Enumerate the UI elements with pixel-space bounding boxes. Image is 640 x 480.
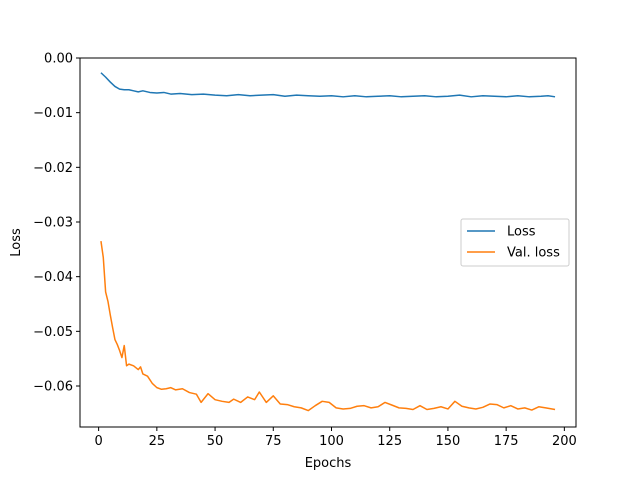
legend-label: Val. loss [507, 246, 560, 261]
x-tick-label: 200 [552, 434, 577, 449]
y-axis-label: Loss [9, 228, 24, 257]
y-tick-label: −0.06 [33, 380, 73, 395]
legend: Loss Val. loss [460, 218, 570, 267]
x-tick-label: 0 [94, 434, 102, 449]
x-axis-label: Epochs [305, 456, 352, 471]
y-tick-label: −0.05 [33, 325, 73, 340]
x-tick-label: 25 [149, 434, 166, 449]
series-line-val-loss [100, 241, 556, 412]
x-tick-label: 150 [436, 434, 461, 449]
x-tick-label: 175 [494, 434, 519, 449]
series-line-loss [100, 72, 556, 98]
y-tick-label: −0.01 [33, 106, 73, 121]
legend-label: Loss [507, 225, 536, 240]
y-tick-label: 0.00 [44, 52, 73, 67]
y-axis-ticks: 0.00 −0.01 −0.02 −0.03 −0.04 −0.05 −0.06 [33, 52, 80, 395]
plot-frame [79, 57, 577, 428]
x-tick-label: 100 [319, 434, 344, 449]
x-tick-label: 50 [207, 434, 224, 449]
x-tick-label: 75 [265, 434, 282, 449]
x-axis-ticks: 0 25 50 75 100 125 150 175 200 [94, 427, 577, 449]
x-tick-label: 125 [377, 434, 402, 449]
y-tick-label: −0.04 [33, 270, 73, 285]
plot-series [100, 72, 556, 412]
y-tick-label: −0.02 [33, 161, 73, 176]
y-tick-label: −0.03 [33, 216, 73, 231]
